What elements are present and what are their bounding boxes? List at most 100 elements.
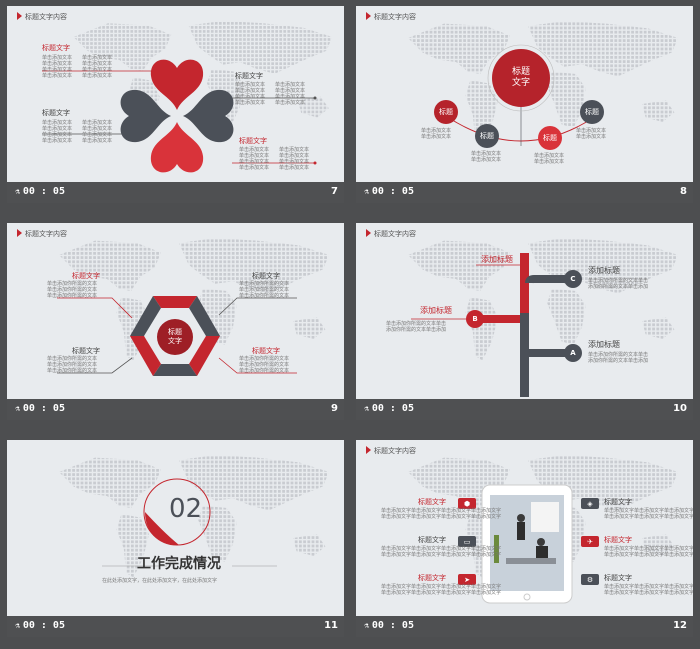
header-triangle-icon <box>17 229 22 237</box>
slide-thumbnail-10[interactable]: 标题文字内容 C B A 添加标题 添加标题 单击添加你所需的文本单击 添加你所… <box>356 223 693 420</box>
body-text: 单击添加文本 单击添加文本 单击添加文本 单击添加文本 <box>235 82 266 106</box>
slide-canvas: 标题文字内容 标题文字 单击添加文本 单击添加文本 单击添加文本 单击添加文本 … <box>7 6 344 182</box>
body-text: 单击添加文字单击添加文字单击添加文字单击添加文字 <box>604 514 693 520</box>
slide-footer: ⚗ 00 : 05 8 <box>356 182 693 203</box>
body-text: 单击添加文字单击添加文字单击添加文字单击添加文字 <box>381 552 502 558</box>
body-text: 单击添加文字单击添加文字单击添加文字单击添加文字 <box>604 546 693 552</box>
slide-thumbnail-8[interactable]: 标题文字内容 标题 文字 标题 标题 标题 标题 单击添加文本 单击添加文本 单… <box>356 6 693 203</box>
slide-thumbnail-12[interactable]: 标题文字内容 ⬢ ▭ ➤ ◈ ✈ ⚙ 标题文字 单击添加文字单击添加文字单击添加… <box>356 440 693 637</box>
slide-canvas: 标题文字内容 标题 文字 标题文字 单击添加你所需的文本 单击添加你所需的文本 … <box>7 223 344 399</box>
label-bottom-right: 标题文字 <box>252 347 280 355</box>
body-text: 单击添加你所需的文本 单击添加你所需的文本 单击添加你所需的文本 <box>239 356 290 374</box>
label-bottom-left: 标题文字 <box>42 109 70 117</box>
tablet-mockup <box>481 484 573 604</box>
body-text: 单击添加文字单击添加文字单击添加文字单击添加文字 <box>381 590 502 596</box>
slide-thumbnail-11[interactable]: 02 工作完成情况 在此处添加文字，在此处添加文字，在此处添加文字 ⚗ 00 : … <box>7 440 344 637</box>
rocket-icon: ✈ <box>581 536 599 547</box>
item-title: 标题文字 <box>604 498 632 506</box>
body-text: 单击添加文字单击添加文字单击添加文字单击添加文字 <box>381 546 502 552</box>
slide-footer: ⚗ 00 : 05 9 <box>7 399 344 420</box>
body-text: 单击添加文字单击添加文字单击添加文字单击添加文字 <box>381 508 502 514</box>
slide-header: 标题文字内容 <box>366 12 416 22</box>
body-text: 单击添加文字单击添加文字单击添加文字单击添加文字 <box>381 584 502 590</box>
body-text: 单击添加文字单击添加文字单击添加文字单击添加文字 <box>604 508 693 514</box>
body-text: 单击添加你所需的文本单击 添加你所需的文本单击添加 <box>588 352 649 364</box>
body-text: 单击添加你所需的文本 单击添加你所需的文本 单击添加你所需的文本 <box>47 356 98 374</box>
label-top-left: 标题文字 <box>42 44 70 52</box>
shield-icon: ⬢ <box>458 498 476 509</box>
body-text: 单击添加你所需的文本 单击添加你所需的文本 单击添加你所需的文本 <box>47 281 98 299</box>
step-b-badge: B <box>466 310 484 328</box>
node-circle: 标题 <box>538 126 562 150</box>
slide-footer: ⚗ 00 : 05 12 <box>356 616 693 637</box>
send-icon: ➤ <box>458 574 476 585</box>
body-text: 单击添加文本 单击添加文本 <box>471 151 502 163</box>
body-text: 单击添加文字单击添加文字单击添加文字单击添加文字 <box>381 514 502 520</box>
section-badge <box>102 478 277 567</box>
slide-header: 标题文字内容 <box>366 446 416 456</box>
timeline-diagram <box>411 253 566 397</box>
header-triangle-icon <box>366 446 371 454</box>
slide-canvas: 02 工作完成情况 在此处添加文字，在此处添加文字，在此处添加文字 <box>7 440 344 616</box>
slide-number: 12 <box>673 620 687 631</box>
hierarchy-diagram <box>445 44 597 146</box>
slide-footer: ⚗ 00 : 05 7 <box>7 182 344 203</box>
body-text: 单击添加文本 单击添加文本 单击添加文本 单击添加文本 <box>82 55 113 79</box>
slide-number: 11 <box>324 620 338 631</box>
header-triangle-icon <box>366 12 371 20</box>
tag-icon: ◈ <box>581 498 599 509</box>
slide-thumbnail-9[interactable]: 标题文字内容 标题 文字 标题文字 单击添加你所需的文本 单击添加你所需的文本 … <box>7 223 344 420</box>
slide-thumbnail-7[interactable]: 标题文字内容 标题文字 单击添加文本 单击添加文本 单击添加文本 单击添加文本 … <box>7 6 344 203</box>
step-title: 添加标题 <box>420 306 452 315</box>
body-text: 单击添加文本 单击添加文本 单击添加文本 单击添加文本 <box>42 55 73 79</box>
step-c-badge: C <box>564 270 582 288</box>
slide-header: 标题文字内容 <box>366 229 416 239</box>
slide-number: 7 <box>331 186 338 197</box>
label-bottom-right: 标题文字 <box>239 137 267 145</box>
center-title-circle: 标题 文字 <box>157 319 193 355</box>
section-number: 02 <box>169 494 203 524</box>
node-circle: 标题 <box>580 100 604 124</box>
slide-canvas: 标题文字内容 标题 文字 标题 标题 标题 标题 单击添加文本 单击添加文本 单… <box>356 6 693 182</box>
center-title-circle: 标题 文字 <box>492 49 550 107</box>
node-circle: 标题 <box>434 100 458 124</box>
label-top-left: 标题文字 <box>72 272 100 280</box>
vehicle-icon: ⚗ <box>15 187 20 196</box>
label-bottom-left: 标题文字 <box>72 347 100 355</box>
slide-number: 8 <box>680 186 687 197</box>
slide-number: 10 <box>673 403 687 414</box>
body-text: 单击添加文本 单击添加文本 单击添加文本 单击添加文本 <box>239 147 270 171</box>
body-text: 单击添加文字单击添加文字单击添加文字单击添加文字 <box>604 590 693 596</box>
body-text: 单击添加文字单击添加文字单击添加文字单击添加文字 <box>604 584 693 590</box>
slide-canvas: 标题文字内容 ⬢ ▭ ➤ ◈ ✈ ⚙ 标题文字 单击添加文字单击添加文字单击添加… <box>356 440 693 616</box>
body-text: 单击添加文本 单击添加文本 <box>421 128 452 140</box>
section-title: 工作完成情况 <box>137 556 221 572</box>
item-title: 标题文字 <box>418 574 446 582</box>
item-title: 标题文字 <box>418 536 446 544</box>
slide-header: 标题文字内容 <box>17 229 67 239</box>
label-top-right: 标题文字 <box>235 72 263 80</box>
step-title: 添加标题 <box>481 255 513 264</box>
step-title: 添加标题 <box>588 266 620 275</box>
clover-heart-diagram <box>42 59 317 173</box>
node-circle: 标题 <box>475 124 499 148</box>
slide-number: 9 <box>331 403 338 414</box>
body-text: 单击添加你所需的文本单击 添加你所需的文本单击添加 <box>386 321 447 333</box>
step-a-badge: A <box>564 344 582 362</box>
vehicle-icon: ⚗ <box>15 404 20 413</box>
header-triangle-icon <box>366 229 371 237</box>
slide-footer: ⚗ 00 : 05 11 <box>7 616 344 637</box>
body-text: 单击添加文本 单击添加文本 单击添加文本 单击添加文本 <box>275 82 306 106</box>
vehicle-icon: ⚗ <box>364 404 369 413</box>
body-text: 单击添加文本 单击添加文本 单击添加文本 单击添加文本 <box>42 120 73 144</box>
body-text: 单击添加文本 单击添加文本 <box>534 153 565 165</box>
body-text: 单击添加你所需的文本单击 添加你所需的文本单击添加 <box>588 278 649 290</box>
gear-icon: ⚙ <box>581 574 599 585</box>
label-top-right: 标题文字 <box>252 272 280 280</box>
item-title: 标题文字 <box>604 574 632 582</box>
vehicle-icon: ⚗ <box>364 621 369 630</box>
vehicle-icon: ⚗ <box>364 187 369 196</box>
step-title: 添加标题 <box>588 340 620 349</box>
slide-footer: ⚗ 00 : 05 10 <box>356 399 693 420</box>
section-subtitle: 在此处添加文字，在此处添加文字，在此处添加文字 <box>102 578 218 584</box>
